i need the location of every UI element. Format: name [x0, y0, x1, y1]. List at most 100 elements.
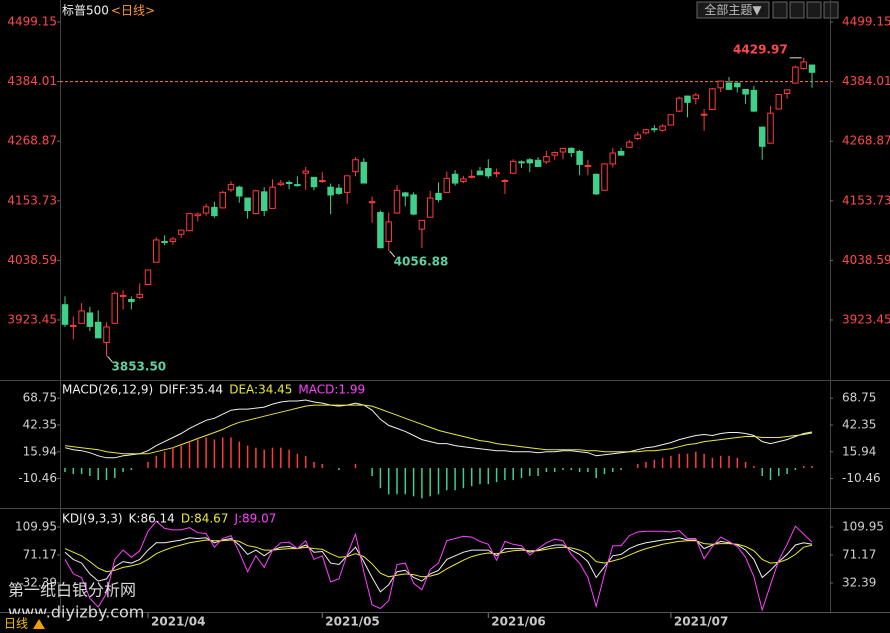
- candle-body: [725, 82, 733, 90]
- candle-body: [177, 229, 185, 235]
- y-tick-label: 4384.01: [7, 74, 57, 88]
- candle-body: [675, 97, 683, 112]
- period-tab[interactable]: 日线: [4, 617, 28, 631]
- candle-body: [651, 128, 658, 131]
- candle-body: [385, 221, 392, 243]
- candle-body: [534, 159, 542, 167]
- candle-body: [526, 159, 534, 164]
- candle-body: [335, 187, 343, 194]
- y-tick-label: 4499.15: [842, 14, 890, 28]
- legend-entry: J:89.07: [233, 512, 276, 526]
- candle-body: [642, 129, 650, 134]
- y-tick-label: 4268.87: [7, 134, 57, 148]
- y-tick-label: 4153.73: [7, 193, 57, 207]
- y-tick-label: 68.75: [23, 391, 57, 405]
- candle-body: [692, 94, 700, 100]
- candle-body: [186, 213, 193, 232]
- y-tick-label: 109.95: [15, 520, 57, 534]
- candle-body: [792, 66, 799, 84]
- candle-body: [700, 113, 708, 116]
- y-tick-label: 32.39: [842, 575, 876, 589]
- legend-entry: DIFF:35.44: [159, 383, 223, 397]
- period[interactable]: <日线>: [111, 4, 155, 18]
- annotation-label: 4429.97: [733, 42, 788, 56]
- legend-entry: MACD:1.99: [298, 383, 365, 397]
- candle-body: [202, 206, 210, 214]
- candle-body: [476, 170, 484, 176]
- x-tick-label: 2021/07: [674, 615, 728, 629]
- theme-button-label[interactable]: 全部主题▼: [704, 2, 762, 17]
- y-tick-label: 4038.59: [7, 253, 57, 267]
- x-tick-label: 2021/05: [325, 615, 379, 629]
- y-tick-label: 15.94: [23, 444, 57, 458]
- candle-body: [518, 161, 525, 164]
- candle-body: [78, 310, 85, 324]
- y-tick-label: 32.39: [23, 575, 57, 589]
- y-tick-label: -10.46: [18, 471, 57, 485]
- y-tick-label: 3923.45: [7, 312, 57, 326]
- candle-body: [136, 293, 143, 298]
- candle-body: [800, 61, 807, 70]
- candle-body: [501, 179, 509, 182]
- candle-body: [734, 82, 741, 88]
- candle-body: [211, 206, 218, 217]
- icon-button[interactable]: [789, 1, 805, 19]
- tab-icon[interactable]: [33, 619, 45, 629]
- candle-body: [435, 192, 442, 201]
- indicator-line: [64, 520, 813, 612]
- candle-body: [260, 191, 268, 211]
- candle-body: [493, 172, 500, 175]
- icon-button[interactable]: [806, 1, 822, 19]
- candle-body: [252, 190, 260, 215]
- x-tick-label: 2021/04: [151, 615, 205, 629]
- candle-body: [70, 324, 77, 327]
- candle-body: [368, 201, 376, 204]
- y-tick-label: -10.46: [842, 471, 881, 485]
- y-tick-label: 4384.01: [842, 74, 890, 88]
- candle-body: [285, 182, 293, 185]
- icon-button[interactable]: [772, 1, 788, 19]
- candle-body: [717, 80, 724, 89]
- candle-body: [94, 321, 102, 339]
- candle-body: [576, 150, 583, 165]
- candle-body: [377, 212, 384, 249]
- candle-body: [584, 164, 592, 167]
- y-tick-label: 4268.87: [842, 134, 890, 148]
- candle-body: [327, 186, 334, 196]
- y-tick-label: 68.75: [842, 391, 876, 405]
- candle-body: [360, 161, 368, 184]
- candle-body: [86, 312, 94, 327]
- candle-body: [418, 219, 426, 230]
- candle-body: [634, 134, 641, 140]
- candle-body: [659, 125, 666, 131]
- candle-body: [617, 150, 625, 156]
- candle-body: [451, 173, 459, 184]
- candle-body: [144, 269, 152, 286]
- candle-body: [767, 112, 774, 144]
- candle-body: [103, 326, 110, 343]
- candle-body: [343, 175, 351, 193]
- y-tick-label: 4038.59: [842, 253, 890, 267]
- candle-body: [319, 179, 326, 182]
- candle-body: [709, 88, 716, 111]
- y-tick-label: 15.94: [842, 444, 876, 458]
- candle-body: [559, 147, 567, 153]
- candle-body: [485, 168, 492, 177]
- candle-body: [460, 178, 467, 182]
- candle-body: [277, 182, 285, 186]
- candle-body: [111, 292, 119, 324]
- candle-body: [592, 173, 600, 195]
- candle-body: [269, 186, 276, 209]
- candle-body: [626, 141, 633, 148]
- candle-body: [352, 159, 359, 173]
- candle-body: [227, 184, 235, 191]
- annotation-label: 3853.50: [112, 360, 167, 374]
- candle-body: [153, 239, 160, 263]
- candle-body: [402, 192, 409, 197]
- candle-body: [236, 186, 243, 197]
- theme-button[interactable]: [696, 1, 770, 19]
- candle-body: [294, 184, 301, 187]
- indicator-line: [64, 399, 813, 459]
